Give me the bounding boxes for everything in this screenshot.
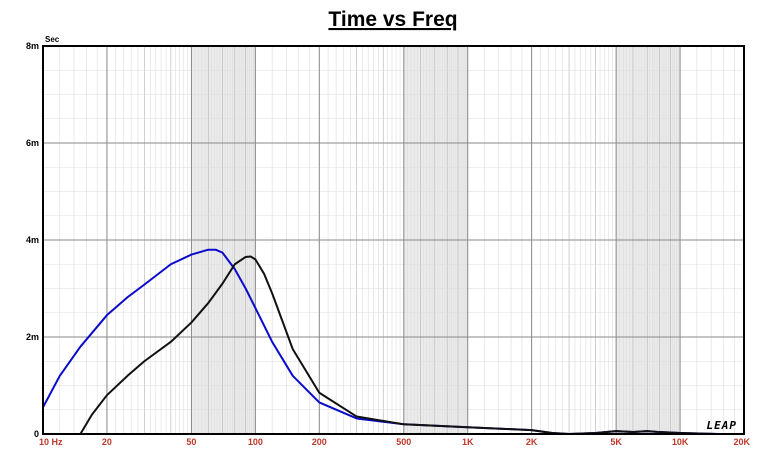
y-tick-label: 0 — [34, 429, 39, 439]
leap-logo: LEAP — [707, 419, 738, 432]
plot-frame — [42, 45, 745, 435]
x-tick-label: 100 — [248, 437, 263, 447]
x-tick-labels: 10 Hz 20 50 100 200 500 1K 2K 5K 10K 20K — [39, 437, 750, 447]
y-tick-label: 2m — [26, 332, 39, 342]
x-tick-label: 500 — [396, 437, 411, 447]
x-tick-label: 20K — [733, 437, 750, 447]
y-tick-labels: 0 2m 4m 6m 8m — [26, 41, 39, 439]
x-tick-label: 1K — [462, 437, 474, 447]
x-tick-label: 20 — [102, 437, 112, 447]
y-tick-label: 8m — [26, 41, 39, 51]
series-layer — [42, 248, 744, 435]
x-tick-label: 50 — [186, 437, 196, 447]
x-tick-label: 10 Hz — [39, 437, 63, 447]
series-line-1 — [79, 255, 744, 435]
y-tick-label: 6m — [26, 138, 39, 148]
x-tick-label: 10K — [672, 437, 689, 447]
y-axis-unit-label: Sec — [45, 35, 60, 44]
y-tick-label: 4m — [26, 235, 39, 245]
x-tick-label: 200 — [312, 437, 327, 447]
chart-title: Time vs Freq — [328, 8, 457, 31]
x-tick-label: 2K — [526, 437, 538, 447]
major-grid — [43, 46, 744, 434]
x-tick-label: 5K — [610, 437, 622, 447]
